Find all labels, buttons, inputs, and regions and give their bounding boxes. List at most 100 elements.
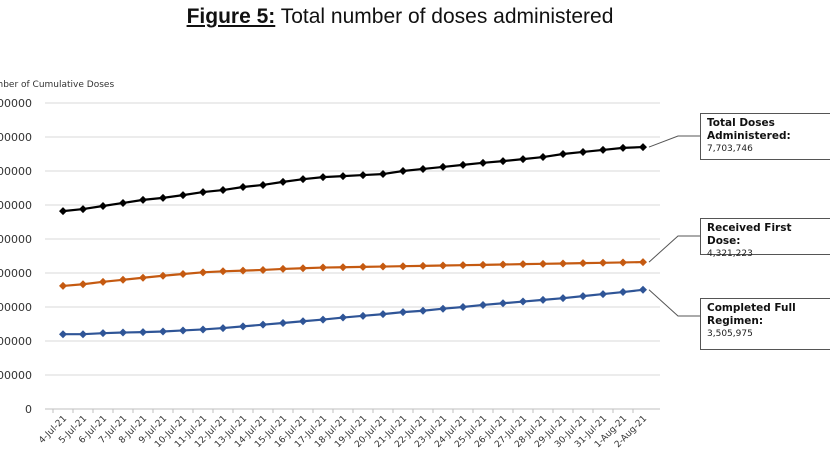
- data-point: [199, 325, 207, 334]
- data-point: [299, 264, 307, 273]
- chart-title: Figure 5: Total number of doses administ…: [0, 5, 800, 29]
- data-point: [539, 259, 547, 268]
- data-point: [419, 164, 427, 173]
- data-point: [239, 266, 247, 275]
- callout-title: Total Doses Administered:: [707, 117, 791, 142]
- data-point: [559, 259, 567, 268]
- title-text: Total number of doses administered: [275, 5, 614, 28]
- figure-number: Figure 5:: [186, 5, 276, 28]
- data-point: [279, 177, 287, 186]
- data-point: [159, 193, 167, 202]
- data-point: [379, 310, 387, 319]
- data-point: [619, 288, 627, 297]
- data-point: [319, 315, 327, 324]
- data-point: [359, 311, 367, 320]
- data-point: [399, 308, 407, 317]
- data-point: [559, 294, 567, 303]
- data-point: [399, 167, 407, 175]
- y-tick-label: 9000000: [0, 97, 32, 110]
- data-point: [219, 324, 227, 333]
- data-point: [439, 304, 447, 313]
- data-point: [339, 263, 347, 272]
- data-point: [479, 260, 487, 269]
- data-point: [619, 143, 627, 152]
- data-point: [179, 326, 187, 335]
- data-point: [259, 180, 267, 189]
- series-line-1: [62, 260, 644, 288]
- leader-line: [648, 235, 700, 263]
- y-tick-label: 7000000: [0, 165, 32, 178]
- data-point: [319, 263, 327, 272]
- data-point: [579, 259, 587, 268]
- y-tick-label: 1000000: [0, 369, 32, 382]
- data-point: [459, 303, 467, 311]
- data-point: [539, 153, 547, 162]
- data-point: [639, 258, 647, 267]
- data-point: [299, 317, 307, 326]
- data-point: [99, 329, 107, 338]
- data-point: [419, 261, 427, 270]
- data-point: [59, 330, 67, 339]
- data-point: [79, 330, 87, 339]
- callout-title: Received First Dose:: [707, 222, 792, 247]
- data-point: [259, 265, 267, 274]
- leader-line: [648, 289, 700, 317]
- data-point: [599, 145, 607, 154]
- data-point: [319, 173, 327, 182]
- data-point: [119, 275, 127, 284]
- data-point: [479, 158, 487, 167]
- y-tick-label: 4000000: [0, 267, 32, 280]
- data-point: [139, 328, 147, 337]
- data-point: [279, 264, 287, 273]
- data-point: [499, 260, 507, 269]
- data-point: [199, 188, 207, 197]
- data-point: [579, 292, 587, 301]
- callout-total-doses: Total Doses Administered: 7,703,746: [700, 113, 830, 160]
- data-point: [619, 258, 627, 267]
- data-point: [159, 271, 167, 280]
- data-point: [119, 328, 127, 337]
- data-point: [539, 295, 547, 304]
- data-point: [599, 258, 607, 267]
- data-point: [119, 198, 127, 207]
- data-point: [419, 306, 427, 315]
- callout-value: 7,703,746: [707, 144, 753, 154]
- data-point: [499, 299, 507, 308]
- data-point: [179, 191, 187, 200]
- data-point: [299, 175, 307, 184]
- data-point: [219, 267, 227, 276]
- data-point: [459, 160, 467, 169]
- data-point: [559, 150, 567, 158]
- series-line-0: [62, 145, 644, 213]
- data-point: [239, 182, 247, 191]
- data-point: [139, 195, 147, 204]
- y-tick-label: 6000000: [0, 199, 32, 212]
- callout-title: Completed Full Regimen:: [707, 302, 796, 327]
- y-tick-label: 2000000: [0, 335, 32, 348]
- series-line-2: [63, 288, 644, 336]
- data-point: [339, 172, 347, 181]
- data-point: [99, 277, 107, 286]
- callout-value: 3,505,975: [707, 329, 753, 339]
- data-point: [479, 300, 487, 309]
- data-point: [59, 207, 67, 216]
- data-point: [579, 147, 587, 156]
- leader-line: [648, 135, 700, 148]
- data-point: [199, 268, 207, 277]
- data-point: [219, 186, 227, 195]
- y-tick-label: 0: [25, 403, 32, 416]
- data-point: [379, 170, 387, 179]
- data-point: [459, 261, 467, 270]
- data-point: [99, 202, 107, 211]
- y-tick-label: 3000000: [0, 301, 32, 314]
- data-point: [59, 281, 67, 290]
- data-point: [259, 320, 267, 329]
- data-point: [519, 260, 527, 269]
- data-point: [239, 322, 247, 331]
- y-tick-label: 5000000: [0, 233, 32, 246]
- y-axis-label: Number of Cumulative Doses: [0, 80, 115, 90]
- data-point: [639, 143, 647, 152]
- data-point: [159, 327, 167, 336]
- data-point: [439, 261, 447, 270]
